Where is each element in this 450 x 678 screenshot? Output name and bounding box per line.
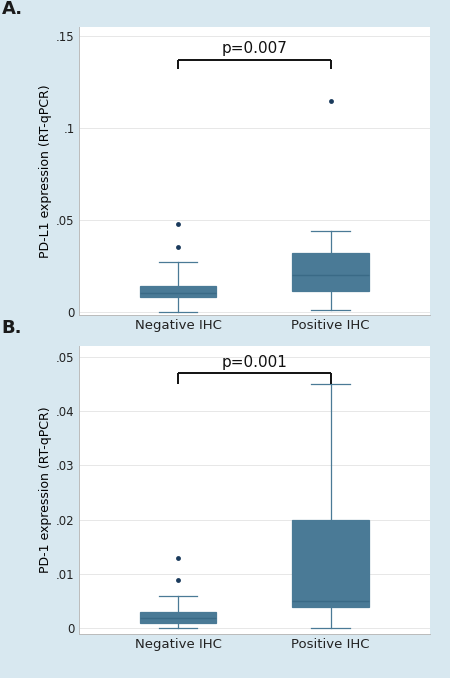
Text: p=0.001: p=0.001 — [221, 355, 287, 370]
PathPatch shape — [140, 286, 216, 297]
Y-axis label: PD-L1 expression (RT-qPCR): PD-L1 expression (RT-qPCR) — [39, 84, 52, 258]
Text: p=0.007: p=0.007 — [221, 41, 287, 56]
Text: B.: B. — [1, 319, 22, 337]
PathPatch shape — [292, 253, 369, 292]
Text: A.: A. — [1, 1, 22, 18]
PathPatch shape — [292, 520, 369, 607]
PathPatch shape — [140, 612, 216, 623]
Y-axis label: PD-1 expression (RT-qPCR): PD-1 expression (RT-qPCR) — [39, 407, 52, 573]
